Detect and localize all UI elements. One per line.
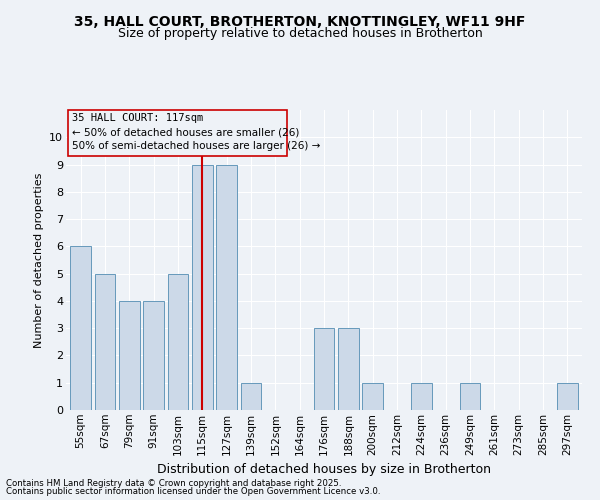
Bar: [241, 382, 262, 410]
X-axis label: Distribution of detached houses by size in Brotherton: Distribution of detached houses by size …: [157, 463, 491, 476]
Text: ← 50% of detached houses are smaller (26): ← 50% of detached houses are smaller (26…: [72, 128, 299, 138]
Bar: [143, 301, 164, 410]
Text: Contains HM Land Registry data © Crown copyright and database right 2025.: Contains HM Land Registry data © Crown c…: [6, 478, 341, 488]
Text: Size of property relative to detached houses in Brotherton: Size of property relative to detached ho…: [118, 28, 482, 40]
Bar: [95, 274, 115, 410]
Text: 35 HALL COURT: 117sqm: 35 HALL COURT: 117sqm: [72, 112, 203, 122]
Bar: [119, 301, 140, 410]
Bar: [411, 382, 432, 410]
Text: 35, HALL COURT, BROTHERTON, KNOTTINGLEY, WF11 9HF: 35, HALL COURT, BROTHERTON, KNOTTINGLEY,…: [74, 15, 526, 29]
Bar: [216, 164, 237, 410]
Bar: [460, 382, 481, 410]
Bar: [70, 246, 91, 410]
Y-axis label: Number of detached properties: Number of detached properties: [34, 172, 44, 348]
Text: Contains public sector information licensed under the Open Government Licence v3: Contains public sector information licen…: [6, 487, 380, 496]
Bar: [192, 164, 212, 410]
Bar: [314, 328, 334, 410]
Bar: [362, 382, 383, 410]
FancyBboxPatch shape: [68, 110, 287, 156]
Bar: [167, 274, 188, 410]
Bar: [557, 382, 578, 410]
Bar: [338, 328, 359, 410]
Text: 50% of semi-detached houses are larger (26) →: 50% of semi-detached houses are larger (…: [72, 142, 320, 152]
